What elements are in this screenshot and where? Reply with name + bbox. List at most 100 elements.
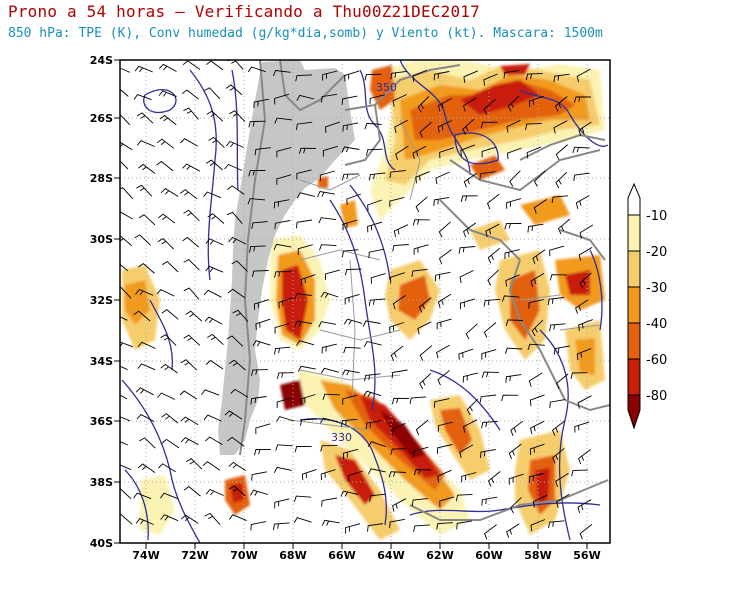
wind-barb [547,297,565,306]
wind-barb [297,365,316,372]
wind-barb [318,217,337,224]
wind-barb [253,449,272,456]
map-subtitle: 850 hPa: TPE (K), Conv humedad (g/kg*dia… [8,26,603,41]
wind-barb [436,444,453,454]
colorbar-bottom-arrow [627,394,641,430]
wind-barb [294,445,312,453]
wind-barb [206,110,224,122]
wind-barb [299,418,317,426]
wind-barb [296,94,315,101]
wind-barb [506,119,521,133]
wind-barb [340,418,358,427]
wind-barb [368,172,386,181]
lon-label: 72W [181,549,208,562]
wind-barb [322,70,338,81]
wind-barb [207,333,224,346]
wind-barb [484,524,497,540]
wind-barb [297,244,313,255]
wind-barb [134,65,153,73]
lat-label: 26S [90,112,113,125]
wind-barb [437,120,453,133]
colorbar-label: -30 [646,281,667,296]
wind-barb [508,473,524,485]
wind-barb [120,187,134,200]
wind-barb [320,445,338,452]
wind-barb [321,93,338,103]
wind-barb [433,71,450,81]
wind-barb [343,346,361,354]
wind-barb [278,297,294,309]
wind-barb [120,286,132,299]
wind-barb [157,392,176,400]
wind-barb [419,345,433,361]
wind-barb [274,271,291,278]
wind-barb [367,221,383,233]
wind-barb [436,344,450,359]
wind-barb [455,493,473,502]
wind-barb [254,299,270,310]
wind-barb [276,416,295,422]
wind-barb [204,316,223,325]
wind-barb [368,298,386,307]
wind-barb [412,219,430,226]
wind-barb [481,371,499,379]
wind-barb [392,498,407,512]
wind-barb [183,287,200,300]
wind-barb [389,322,405,334]
wind-barb [481,349,497,360]
wind-barb [463,70,478,83]
lon-label: 70W [230,549,257,562]
wind-barb [483,322,497,338]
wind-barb [367,523,384,532]
wind-barb [274,117,293,124]
plot-area: 350 330 [120,60,610,543]
wind-barb [417,96,430,113]
wind-barb [390,70,407,80]
wind-barb [343,318,363,325]
wind-barb [120,394,128,400]
lat-label: 40S [90,537,113,550]
wind-barb [227,60,244,70]
wind-barb [389,170,406,179]
wind-barb [509,170,521,187]
wind-barb [463,172,477,188]
wind-barb [363,340,382,348]
wind-barb [275,444,293,451]
wind-barb [341,369,360,376]
wind-barb [463,222,477,238]
wind-barb [318,321,337,328]
wind-barb [183,486,201,497]
wind-barb [345,523,361,534]
wind-barb [158,90,177,98]
wind-barb [205,238,224,246]
wind-barb [390,345,404,361]
wind-barb [370,273,386,284]
wind-barb [505,374,522,383]
wind-barb [528,473,545,483]
wind-barb [439,147,455,159]
wind-barb [203,414,222,422]
wind-barb [158,213,176,224]
wind-barb [577,395,592,409]
colorbar-segment [627,286,641,324]
colorbar-segment [627,322,641,360]
wind-barb [437,369,450,386]
wind-barb [527,223,544,233]
wind-barb [340,490,359,497]
colorbar-label: -20 [646,245,667,260]
wind-barb [505,319,523,326]
wind-barb [555,171,568,189]
wind-barb [227,436,245,447]
wind-barb [228,236,247,245]
wind-barb [439,496,455,507]
wind-barb [120,263,129,272]
wind-barb [180,437,199,446]
wind-barb [574,421,590,433]
wind-barb [577,499,592,514]
wind-barb [367,468,386,475]
wind-barb [367,199,382,212]
wind-barb [120,211,133,220]
wind-barb [272,70,291,77]
wind-barb [205,359,224,370]
wind-barb [158,63,177,72]
